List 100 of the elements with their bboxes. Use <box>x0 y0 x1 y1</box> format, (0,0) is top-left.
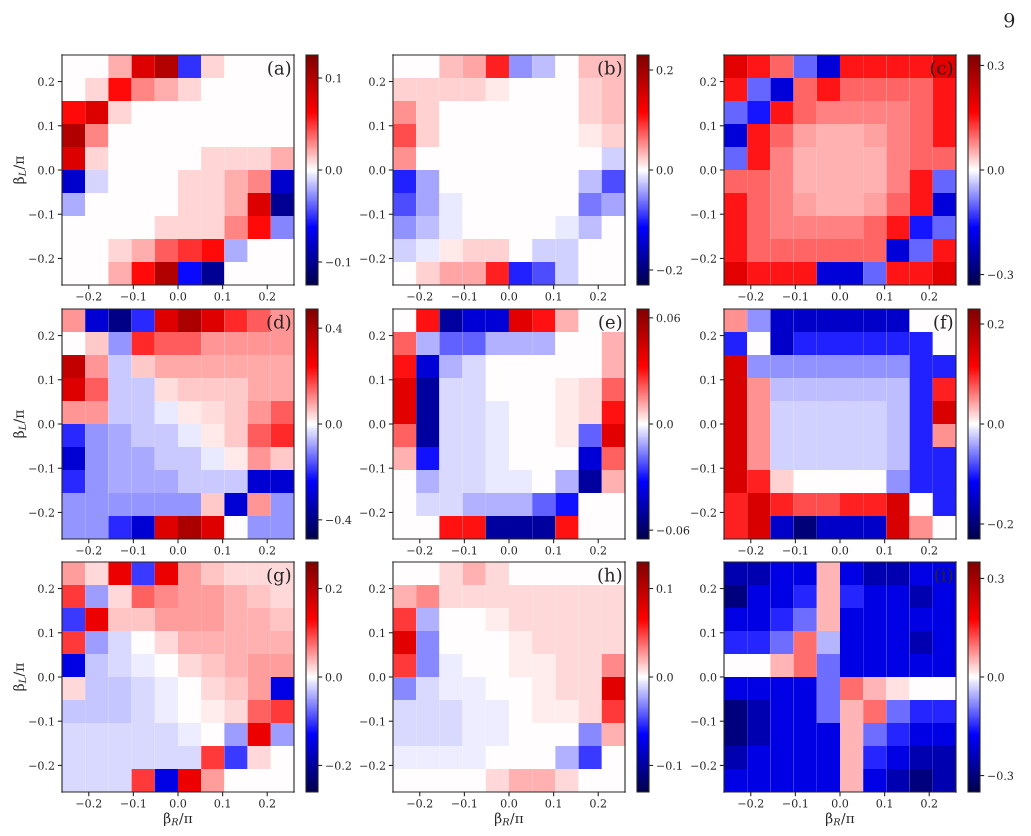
x-tick-label: −0.2 <box>407 292 433 301</box>
y-tick-label: 0.1 <box>38 628 54 638</box>
x-tick-label: −0.2 <box>76 546 102 555</box>
x-tick-label: 0.2 <box>921 546 937 555</box>
x-tick-label: 0.1 <box>876 292 892 301</box>
color-bar-label: −0.4 <box>326 515 352 525</box>
y-tick-label: −0.1 <box>360 717 385 726</box>
y-tick-label: −0.2 <box>691 254 716 263</box>
y-tick-label: −0.2 <box>29 508 54 517</box>
y-tick-label: −0.2 <box>691 761 716 770</box>
x-tick-label: 0.1 <box>545 546 561 555</box>
y-tick-label: 0.1 <box>369 375 385 385</box>
y-tick-label: 0.2 <box>700 584 716 593</box>
y-tick-label: −0.2 <box>360 761 385 770</box>
y-tick-label: 0.2 <box>38 331 54 340</box>
y-axis-title: β$_{L}$/π <box>13 156 27 184</box>
x-tick-label: −0.1 <box>783 546 808 555</box>
x-tick-label: −0.2 <box>407 546 433 555</box>
color-bar-label: 0.1 <box>656 584 673 593</box>
color-bar-label: −0.06 <box>657 526 690 535</box>
x-tick-label: −0.2 <box>407 799 433 808</box>
color-bar-label: 0.2 <box>987 319 1004 329</box>
x-tick-label: −0.2 <box>738 799 764 808</box>
chart-title: (f) <box>934 314 953 332</box>
y-tick-label: 0.1 <box>38 375 54 385</box>
color-bar-label: −0.1 <box>326 257 351 267</box>
y-tick-label: −0.2 <box>360 508 385 517</box>
y-tick-label: −0.1 <box>29 717 54 726</box>
chart-title: (e) <box>599 314 622 332</box>
y-tick-label: 0.1 <box>700 628 716 638</box>
x-tick-label: 0.0 <box>831 292 849 301</box>
y-tick-label: 0.2 <box>369 584 385 593</box>
y-tick-label: 0.0 <box>369 419 386 429</box>
y-tick-label: −0.2 <box>360 254 385 263</box>
color-bar-label: −0.1 <box>657 761 682 770</box>
x-tick-label: 0.0 <box>169 546 187 555</box>
y-tick-label: −0.1 <box>360 464 385 473</box>
x-tick-label: 0.2 <box>590 292 606 301</box>
color-bar-label: 0.2 <box>656 65 673 75</box>
x-tick-label: 0.0 <box>169 799 187 808</box>
color-bar-label: 0.0 <box>656 672 673 682</box>
x-tick-label: 0.1 <box>214 292 230 301</box>
x-tick-label: 0.2 <box>259 799 275 808</box>
x-tick-label: 0.1 <box>214 546 230 555</box>
y-axis-title: β$_{L}$/π <box>13 410 27 438</box>
x-tick-label: −0.2 <box>738 292 764 301</box>
chart-title: (g) <box>267 567 291 586</box>
y-tick-label: 0.2 <box>38 584 54 593</box>
x-tick-label: −0.1 <box>121 292 146 301</box>
y-tick-label: −0.2 <box>29 761 54 770</box>
x-tick-label: 0.0 <box>169 292 187 301</box>
color-bar-label: −0.3 <box>988 771 1014 780</box>
x-tick-label: 0.1 <box>876 546 892 555</box>
y-tick-label: 0.0 <box>369 165 386 175</box>
color-bar-label: −0.2 <box>326 761 351 770</box>
x-axis-title: β$_{R}$/π <box>495 812 524 826</box>
x-tick-label: 0.2 <box>921 292 937 301</box>
x-tick-label: −0.1 <box>121 546 146 555</box>
x-tick-label: −0.2 <box>76 799 102 808</box>
y-tick-label: 0.0 <box>369 672 386 682</box>
x-tick-label: −0.1 <box>452 292 477 301</box>
x-tick-label: 0.2 <box>259 546 275 555</box>
chart-title: (c) <box>930 60 953 78</box>
color-bar-label: 0.0 <box>325 165 342 175</box>
color-bar-label: 0.2 <box>325 584 342 593</box>
x-tick-label: 0.1 <box>545 292 561 301</box>
x-tick-label: −0.1 <box>452 799 477 808</box>
x-tick-label: 0.0 <box>831 799 849 808</box>
chart-title: (h) <box>598 567 622 585</box>
x-tick-label: −0.1 <box>452 546 477 555</box>
y-tick-label: 0.2 <box>700 331 716 340</box>
y-tick-label: −0.2 <box>29 254 54 263</box>
y-tick-label: 0.0 <box>700 165 717 175</box>
x-tick-label: 0.1 <box>545 799 561 808</box>
x-tick-label: −0.1 <box>121 799 146 808</box>
y-tick-label: −0.1 <box>29 464 54 473</box>
color-bar-label: 0.3 <box>987 574 1004 583</box>
x-tick-label: −0.1 <box>783 292 808 301</box>
y-tick-label: 0.2 <box>369 331 385 340</box>
color-bar-label: 0.1 <box>325 73 342 83</box>
y-tick-label: 0.1 <box>700 121 716 131</box>
color-bar-label: 0.0 <box>325 419 342 429</box>
x-tick-label: −0.1 <box>783 799 808 808</box>
color-bar-label: −0.2 <box>657 265 682 275</box>
color-bar-label: 0.0 <box>987 419 1004 429</box>
x-tick-label: 0.2 <box>590 546 606 555</box>
color-bar-label: 0.0 <box>656 419 673 429</box>
x-tick-label: 0.0 <box>500 546 518 555</box>
color-bar-label: −0.2 <box>988 519 1013 529</box>
chart-title: (d) <box>267 314 291 332</box>
x-tick-label: 0.0 <box>500 292 518 301</box>
x-tick-label: 0.0 <box>500 799 518 808</box>
color-bar-label: 0.06 <box>656 313 680 323</box>
y-axis-title: β$_{L}$/π <box>13 663 27 691</box>
x-axis-title: β$_{R}$/π <box>826 812 855 826</box>
chart-title: (a) <box>268 60 291 78</box>
y-tick-label: −0.1 <box>29 210 54 219</box>
y-tick-label: −0.1 <box>360 210 385 219</box>
x-tick-label: 0.2 <box>259 292 275 301</box>
text: 9 <box>1004 12 1015 28</box>
